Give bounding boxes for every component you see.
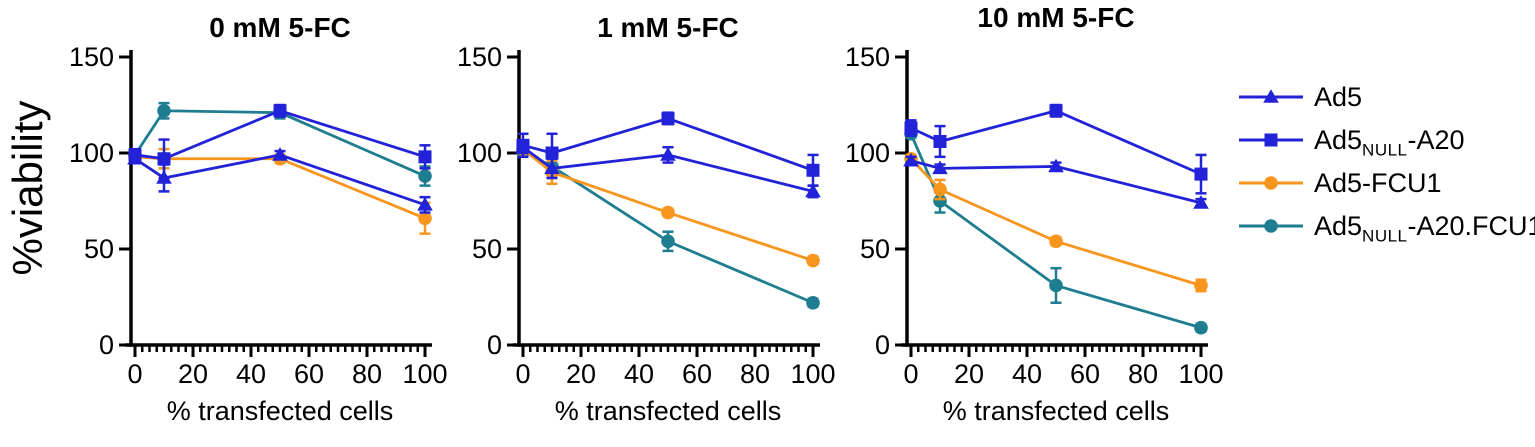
x-tick-label: 0 xyxy=(515,359,530,389)
x-axis-title-2: % transfected cells xyxy=(942,396,1170,426)
chart-panel-1mM: 0 50 100 150 0 20 40 60 80 100 xyxy=(457,42,836,389)
x-tick-label: 100 xyxy=(402,359,447,389)
legend-text: Ad5 xyxy=(1314,210,1363,241)
series-ad5null-a20 xyxy=(516,111,820,187)
legend: Ad5 Ad5NULL-A20 Ad5-FCU1 Ad5NULL-A20.FCU… xyxy=(1238,82,1535,245)
series-ad5 xyxy=(903,152,1209,209)
circle-marker-icon xyxy=(1239,219,1303,233)
series-ad5null-a20 xyxy=(904,103,1208,195)
x-axis-title-0: % transfected cells xyxy=(166,396,394,426)
x-axis-ticks: 0 20 40 60 80 100 xyxy=(903,345,1224,389)
x-tick-label: 20 xyxy=(954,359,984,389)
axes xyxy=(124,50,432,347)
x-axis-title-1: % transfected cells xyxy=(554,396,782,426)
legend-label-ad5null-a20-fcu1: Ad5NULL-A20.FCU1 xyxy=(1314,210,1535,245)
y-tick-label: 0 xyxy=(99,330,114,360)
legend-text: -A20.FCU1 xyxy=(1407,210,1535,241)
x-tick-label: 40 xyxy=(236,359,266,389)
legend-text: Ad5-FCU1 xyxy=(1314,167,1442,198)
x-tick-label: 0 xyxy=(127,359,142,389)
series-ad5null-a20-fcu1 xyxy=(516,144,820,310)
axes xyxy=(512,50,820,347)
y-tick-label: 0 xyxy=(487,330,502,360)
y-tick-label: 50 xyxy=(472,234,502,264)
x-tick-label: 20 xyxy=(566,359,596,389)
legend-item-ad5null-a20-fcu1: Ad5NULL-A20.FCU1 xyxy=(1238,210,1535,245)
panel-title-0mM: 0 mM 5-FC xyxy=(209,12,351,43)
x-tick-label: 60 xyxy=(1070,359,1100,389)
chart-panel-0mM: 0 50 100 150 0 20 40 60 80 100 xyxy=(69,42,448,389)
panel-title-10mM: 10 mM 5-FC xyxy=(977,2,1135,33)
series-ad5null-a20-fcu1 xyxy=(904,127,1208,335)
y-axis-ticks: 0 50 100 150 xyxy=(457,42,520,360)
x-axis-ticks: 0 20 40 60 80 100 xyxy=(515,345,836,389)
y-tick-label: 150 xyxy=(845,42,890,72)
legend-item-ad5: Ad5 xyxy=(1238,82,1535,112)
panel-title-1mM: 1 mM 5-FC xyxy=(597,12,739,43)
x-tick-label: 80 xyxy=(352,359,382,389)
x-tick-label: 80 xyxy=(740,359,770,389)
y-tick-label: 100 xyxy=(457,138,502,168)
x-tick-label: 100 xyxy=(790,359,835,389)
x-tick-label: 40 xyxy=(624,359,654,389)
legend-label-ad5-fcu1: Ad5-FCU1 xyxy=(1314,168,1442,199)
legend-text: -A20 xyxy=(1407,124,1465,155)
y-tick-label: 150 xyxy=(457,42,502,72)
x-tick-label: 60 xyxy=(294,359,324,389)
y-tick-label: 100 xyxy=(845,138,890,168)
x-tick-label: 80 xyxy=(1128,359,1158,389)
legend-text: Ad5 xyxy=(1314,81,1363,112)
legend-label-ad5null-a20: Ad5NULL-A20 xyxy=(1314,124,1465,159)
y-axis-title: %viability xyxy=(4,100,51,276)
x-tick-label: 0 xyxy=(903,359,918,389)
y-tick-label: 150 xyxy=(69,42,114,72)
y-tick-label: 0 xyxy=(875,330,890,360)
y-axis-ticks: 0 50 100 150 xyxy=(845,42,908,360)
triangle-marker-icon xyxy=(1239,89,1303,103)
x-axis-ticks: 0 20 40 60 80 100 xyxy=(127,345,448,389)
series-ad5 xyxy=(515,139,821,199)
x-tick-label: 100 xyxy=(1178,359,1223,389)
y-tick-label: 100 xyxy=(69,138,114,168)
y-tick-label: 50 xyxy=(84,234,114,264)
circle-marker-icon xyxy=(1239,176,1303,190)
y-axis-ticks: 0 50 100 150 xyxy=(69,42,132,360)
series-ad5null-a20 xyxy=(128,103,432,180)
x-tick-label: 40 xyxy=(1012,359,1042,389)
chart-panel-10mM: 0 50 100 150 0 20 40 60 80 100 xyxy=(845,42,1224,389)
legend-label-ad5: Ad5 xyxy=(1314,82,1362,113)
legend-subscript: NULL xyxy=(1362,225,1408,245)
y-tick-label: 50 xyxy=(860,234,890,264)
legend-subscript: NULL xyxy=(1362,139,1408,159)
x-tick-label: 20 xyxy=(178,359,208,389)
square-marker-icon xyxy=(1239,133,1303,147)
x-tick-label: 60 xyxy=(682,359,712,389)
legend-item-ad5null-a20: Ad5NULL-A20 xyxy=(1238,124,1535,159)
legend-item-ad5-fcu1: Ad5-FCU1 xyxy=(1238,168,1535,198)
legend-text: Ad5 xyxy=(1314,124,1363,155)
